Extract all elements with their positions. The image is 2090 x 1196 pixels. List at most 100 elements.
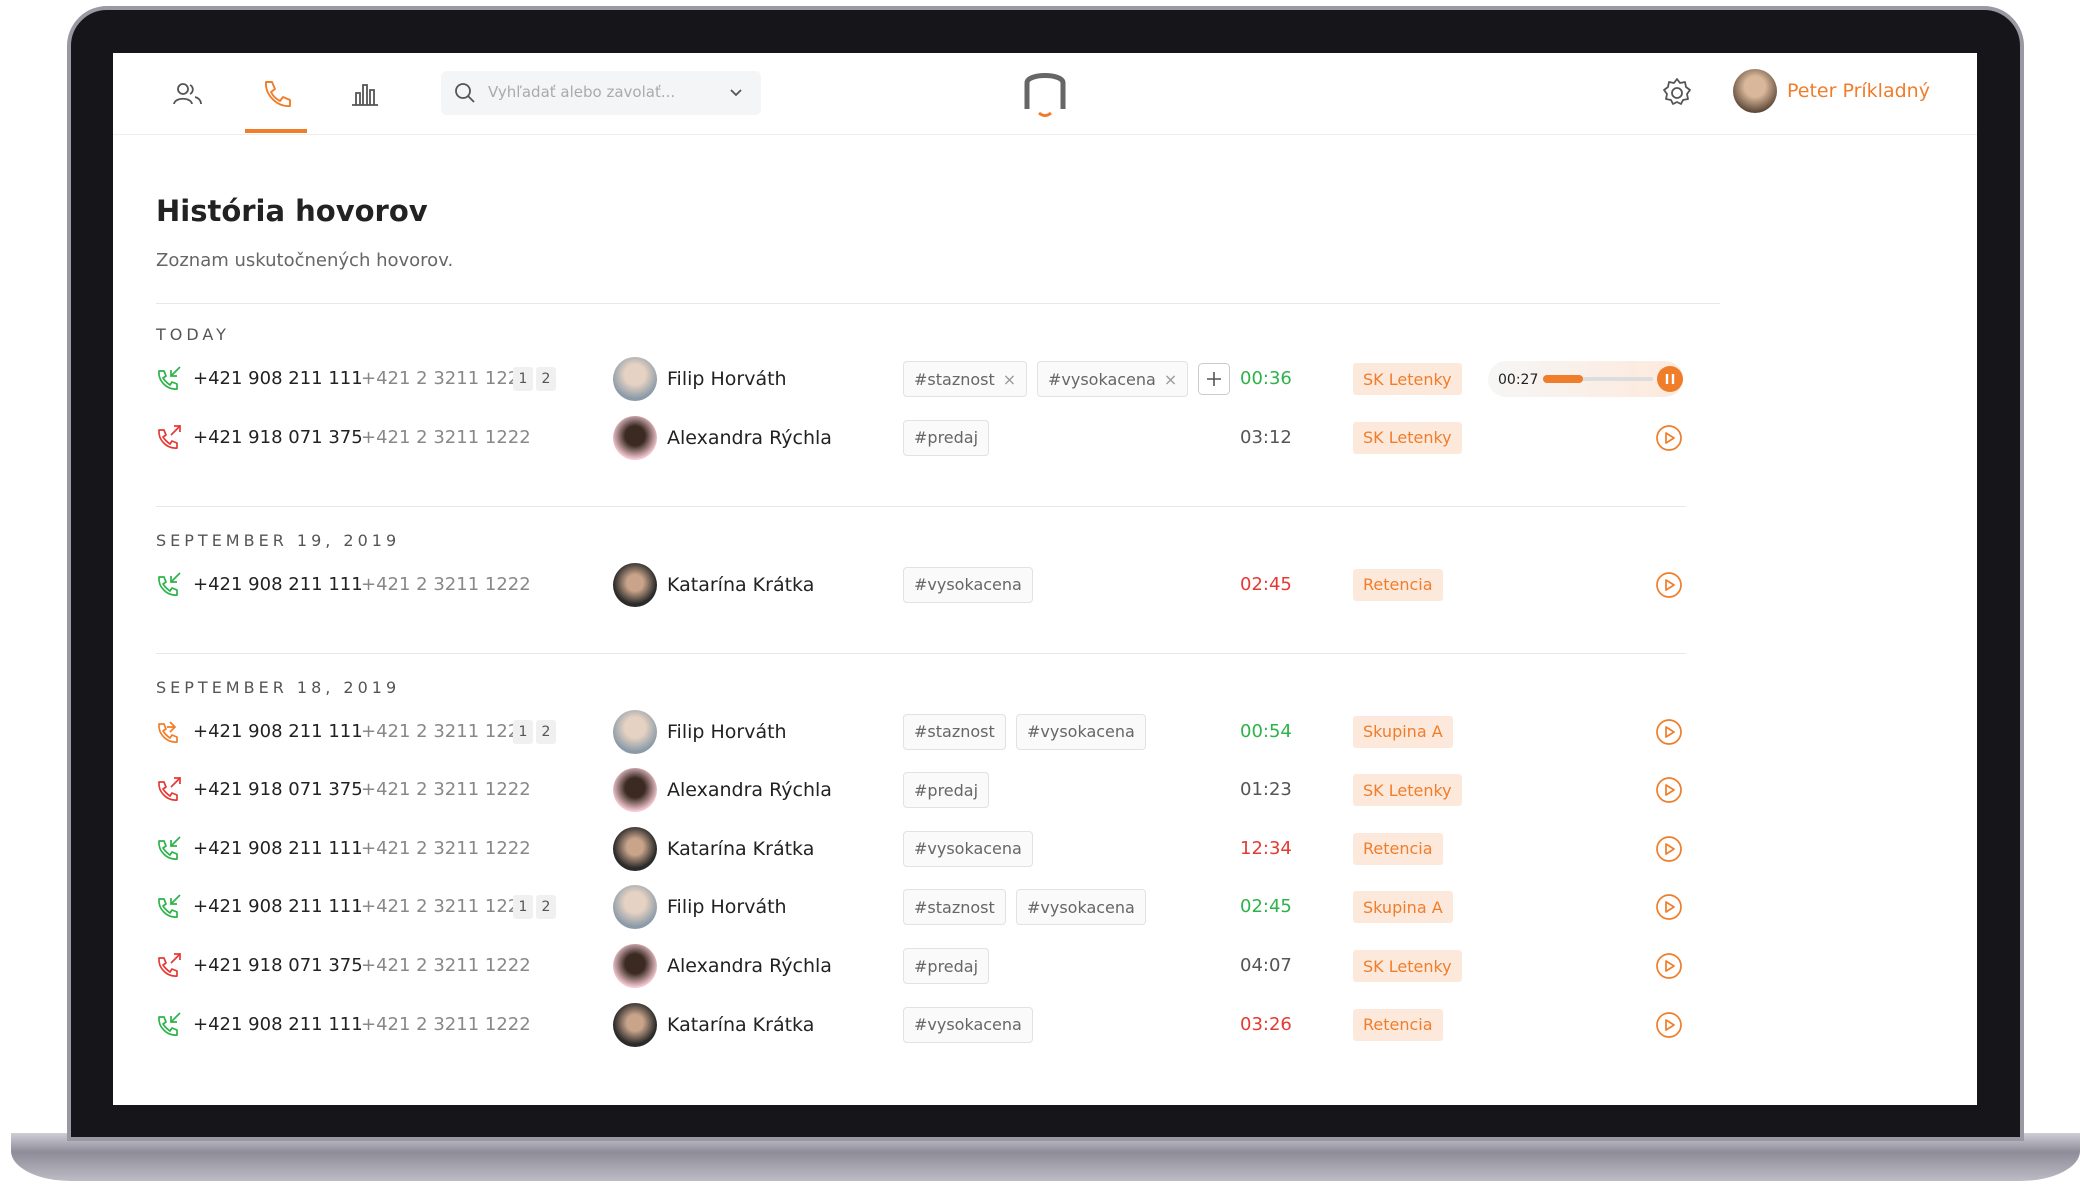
player-progress[interactable] <box>1543 375 1653 383</box>
tag-text: #staznost <box>914 369 995 389</box>
contact-avatar[interactable] <box>613 415 657 460</box>
search-icon <box>455 83 475 103</box>
contact-avatar[interactable] <box>613 357 657 401</box>
laptop-base <box>11 1133 2080 1181</box>
stats-tab[interactable] <box>350 81 380 107</box>
play-button[interactable] <box>1655 835 1683 863</box>
tag[interactable]: #vysokacena <box>1016 889 1146 926</box>
phone-number[interactable]: +421 908 211 111 <box>193 720 363 742</box>
call-direction-icon <box>156 1011 184 1039</box>
call-direction-icon <box>156 718 184 746</box>
phone-number[interactable]: +421 908 211 111 <box>193 368 363 389</box>
contact-avatar[interactable] <box>613 562 657 607</box>
phone-number[interactable]: +421 918 071 375 <box>193 426 363 448</box>
page-subtitle: Zoznam uskutočnených hovorov. <box>156 250 454 271</box>
remove-tag[interactable]: × <box>1002 369 1017 389</box>
contact-name[interactable]: Filip Horváth <box>667 368 787 390</box>
tag[interactable]: #vysokacena <box>903 830 1033 867</box>
tag-text: #vysokacena <box>1027 897 1135 917</box>
tag[interactable]: #staznost <box>903 889 1006 926</box>
line-badge: 1 <box>513 895 533 920</box>
line-number: +421 2 3211 1222 <box>361 837 531 859</box>
call-group[interactable]: Retencia <box>1353 568 1443 601</box>
tag[interactable]: #vysokacena <box>903 1006 1033 1043</box>
call-group[interactable]: SK Letenky <box>1353 950 1462 982</box>
settings-icon[interactable] <box>1661 77 1693 109</box>
call-group[interactable]: Skupina A <box>1353 891 1453 924</box>
contact-name[interactable]: Katarína Krátka <box>667 573 815 596</box>
tag-text: #staznost <box>914 722 995 742</box>
tag-text: #predaj <box>914 780 979 800</box>
contact-name[interactable]: Katarína Krátka <box>667 837 815 860</box>
call-direction-icon <box>156 952 184 980</box>
line-badge: 1 <box>513 367 533 391</box>
call-group[interactable]: SK Letenky <box>1353 363 1462 395</box>
contact-name[interactable]: Alexandra Rýchla <box>667 426 832 449</box>
call-group[interactable]: Retencia <box>1353 1008 1443 1041</box>
contact-name[interactable]: Filip Horváth <box>667 720 787 743</box>
user-avatar[interactable] <box>1733 69 1777 113</box>
play-button[interactable] <box>1655 776 1683 804</box>
call-duration: 00:54 <box>1240 720 1292 742</box>
dropdown-arrow[interactable] <box>729 88 743 98</box>
play-button[interactable] <box>1655 893 1683 921</box>
call-group[interactable]: SK Letenky <box>1353 774 1462 807</box>
line-badge: 2 <box>536 895 556 920</box>
tag[interactable]: #predaj <box>903 948 990 984</box>
call-duration: 00:36 <box>1240 368 1292 389</box>
play-button[interactable] <box>1655 952 1683 980</box>
call-duration: 01:23 <box>1240 779 1292 801</box>
contact-avatar[interactable] <box>613 826 657 871</box>
tag[interactable]: #predaj <box>903 772 990 809</box>
phone-number[interactable]: +421 908 211 111 <box>193 837 363 859</box>
call-duration: 03:26 <box>1240 1013 1292 1035</box>
tag-text: #predaj <box>914 956 979 976</box>
contact-avatar[interactable] <box>613 1002 657 1047</box>
play-button[interactable] <box>1655 571 1683 599</box>
phone-number[interactable]: +421 908 211 111 <box>193 573 363 595</box>
phone-number[interactable]: +421 908 211 111 <box>193 1013 363 1035</box>
phone-number[interactable]: +421 918 071 375 <box>193 955 363 976</box>
contact-avatar[interactable] <box>613 709 657 754</box>
line-number: +421 2 3211 1222 <box>361 896 531 918</box>
contacts-tab[interactable] <box>173 81 203 107</box>
play-button[interactable] <box>1655 718 1683 746</box>
line-number: +421 2 3211 1222 <box>361 779 531 801</box>
remove-tag[interactable]: × <box>1163 369 1178 389</box>
search-box[interactable]: Vyhľadať alebo zavolať... <box>441 71 761 115</box>
tag[interactable]: #vysokacena <box>903 566 1033 603</box>
contact-avatar[interactable] <box>613 885 657 930</box>
player-progress-fill <box>1543 375 1583 383</box>
call-group[interactable]: SK Letenky <box>1353 421 1462 454</box>
call-direction-icon <box>156 571 184 599</box>
user-name[interactable]: Peter Príkladný <box>1787 80 1930 102</box>
call-group[interactable]: Retencia <box>1353 832 1443 865</box>
call-direction-icon <box>156 893 184 921</box>
contact-name[interactable]: Filip Horváth <box>667 896 787 919</box>
audio-player[interactable]: 00:27 <box>1488 361 1683 397</box>
phone-number[interactable]: +421 908 211 111 <box>193 896 363 918</box>
tag[interactable]: #vysokacena × <box>1037 361 1189 397</box>
tag[interactable]: #vysokacena <box>1016 713 1146 750</box>
contact-avatar[interactable] <box>613 944 657 988</box>
tag-text: #vysokacena <box>914 839 1022 859</box>
contact-name[interactable]: Alexandra Rýchla <box>667 779 832 802</box>
line-number: +421 2 3211 1222 <box>361 1013 531 1035</box>
add-tag-button[interactable] <box>1198 363 1230 395</box>
play-button[interactable] <box>1655 424 1683 452</box>
contact-name[interactable]: Katarína Krátka <box>667 1013 815 1036</box>
pause-button[interactable] <box>1656 365 1684 393</box>
contact-name[interactable]: Alexandra Rýchla <box>667 955 832 977</box>
phone-number[interactable]: +421 918 071 375 <box>193 779 363 801</box>
call-duration: 03:12 <box>1240 426 1292 448</box>
tag[interactable]: #predaj <box>903 419 990 456</box>
calls-tab[interactable] <box>261 79 291 109</box>
contact-avatar[interactable] <box>613 768 657 813</box>
play-button[interactable] <box>1655 1011 1683 1039</box>
tag[interactable]: #staznost <box>903 713 1006 750</box>
tag[interactable]: #staznost × <box>903 361 1028 397</box>
line-number: +421 2 3211 1222 <box>361 720 531 742</box>
call-group[interactable]: Skupina A <box>1353 715 1453 748</box>
date-label: SEPTEMBER 18, 2019 <box>156 677 401 697</box>
